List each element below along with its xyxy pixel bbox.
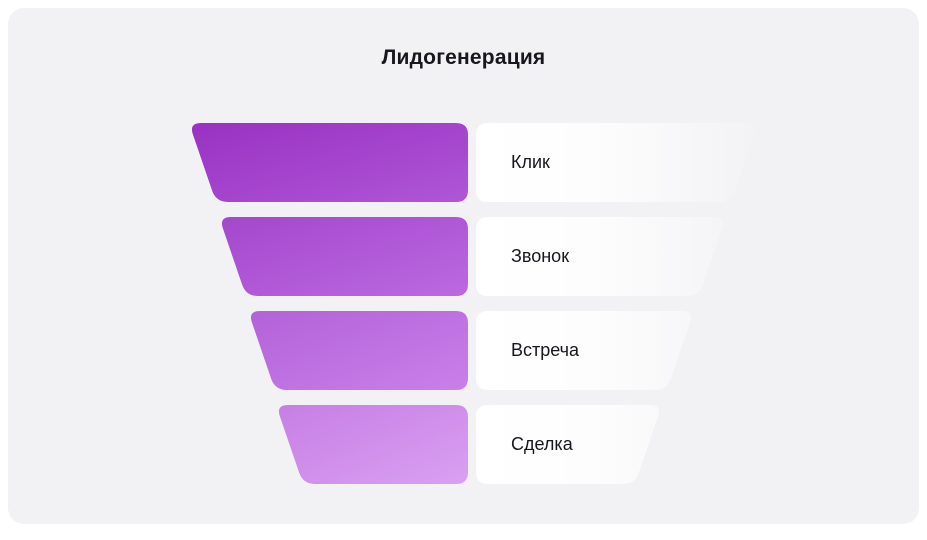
stage-card-2 — [476, 311, 692, 390]
stage-labels: Клик Звонок Встреча Сделка — [8, 8, 919, 524]
funnel-bar-3 — [278, 405, 468, 484]
stage-label-vstrecha: Встреча — [511, 340, 580, 360]
stage-label-zvonok: Звонок — [511, 246, 570, 266]
stage-card-1 — [476, 217, 724, 296]
funnel-panel: Лидогенерация Клик Звонок Встреча Сделка — [8, 8, 919, 524]
stage-label-sdelka: Сделка — [511, 434, 573, 454]
funnel-bar-1 — [221, 217, 468, 296]
stage-card-0 — [476, 123, 756, 202]
funnel-chart — [191, 123, 756, 484]
stage-label-klik: Клик — [511, 152, 550, 172]
stage-card-3 — [476, 405, 660, 484]
chart-title: Лидогенерация — [381, 46, 546, 69]
funnel-bar-2 — [250, 311, 468, 390]
funnel-bar-0 — [191, 123, 468, 202]
